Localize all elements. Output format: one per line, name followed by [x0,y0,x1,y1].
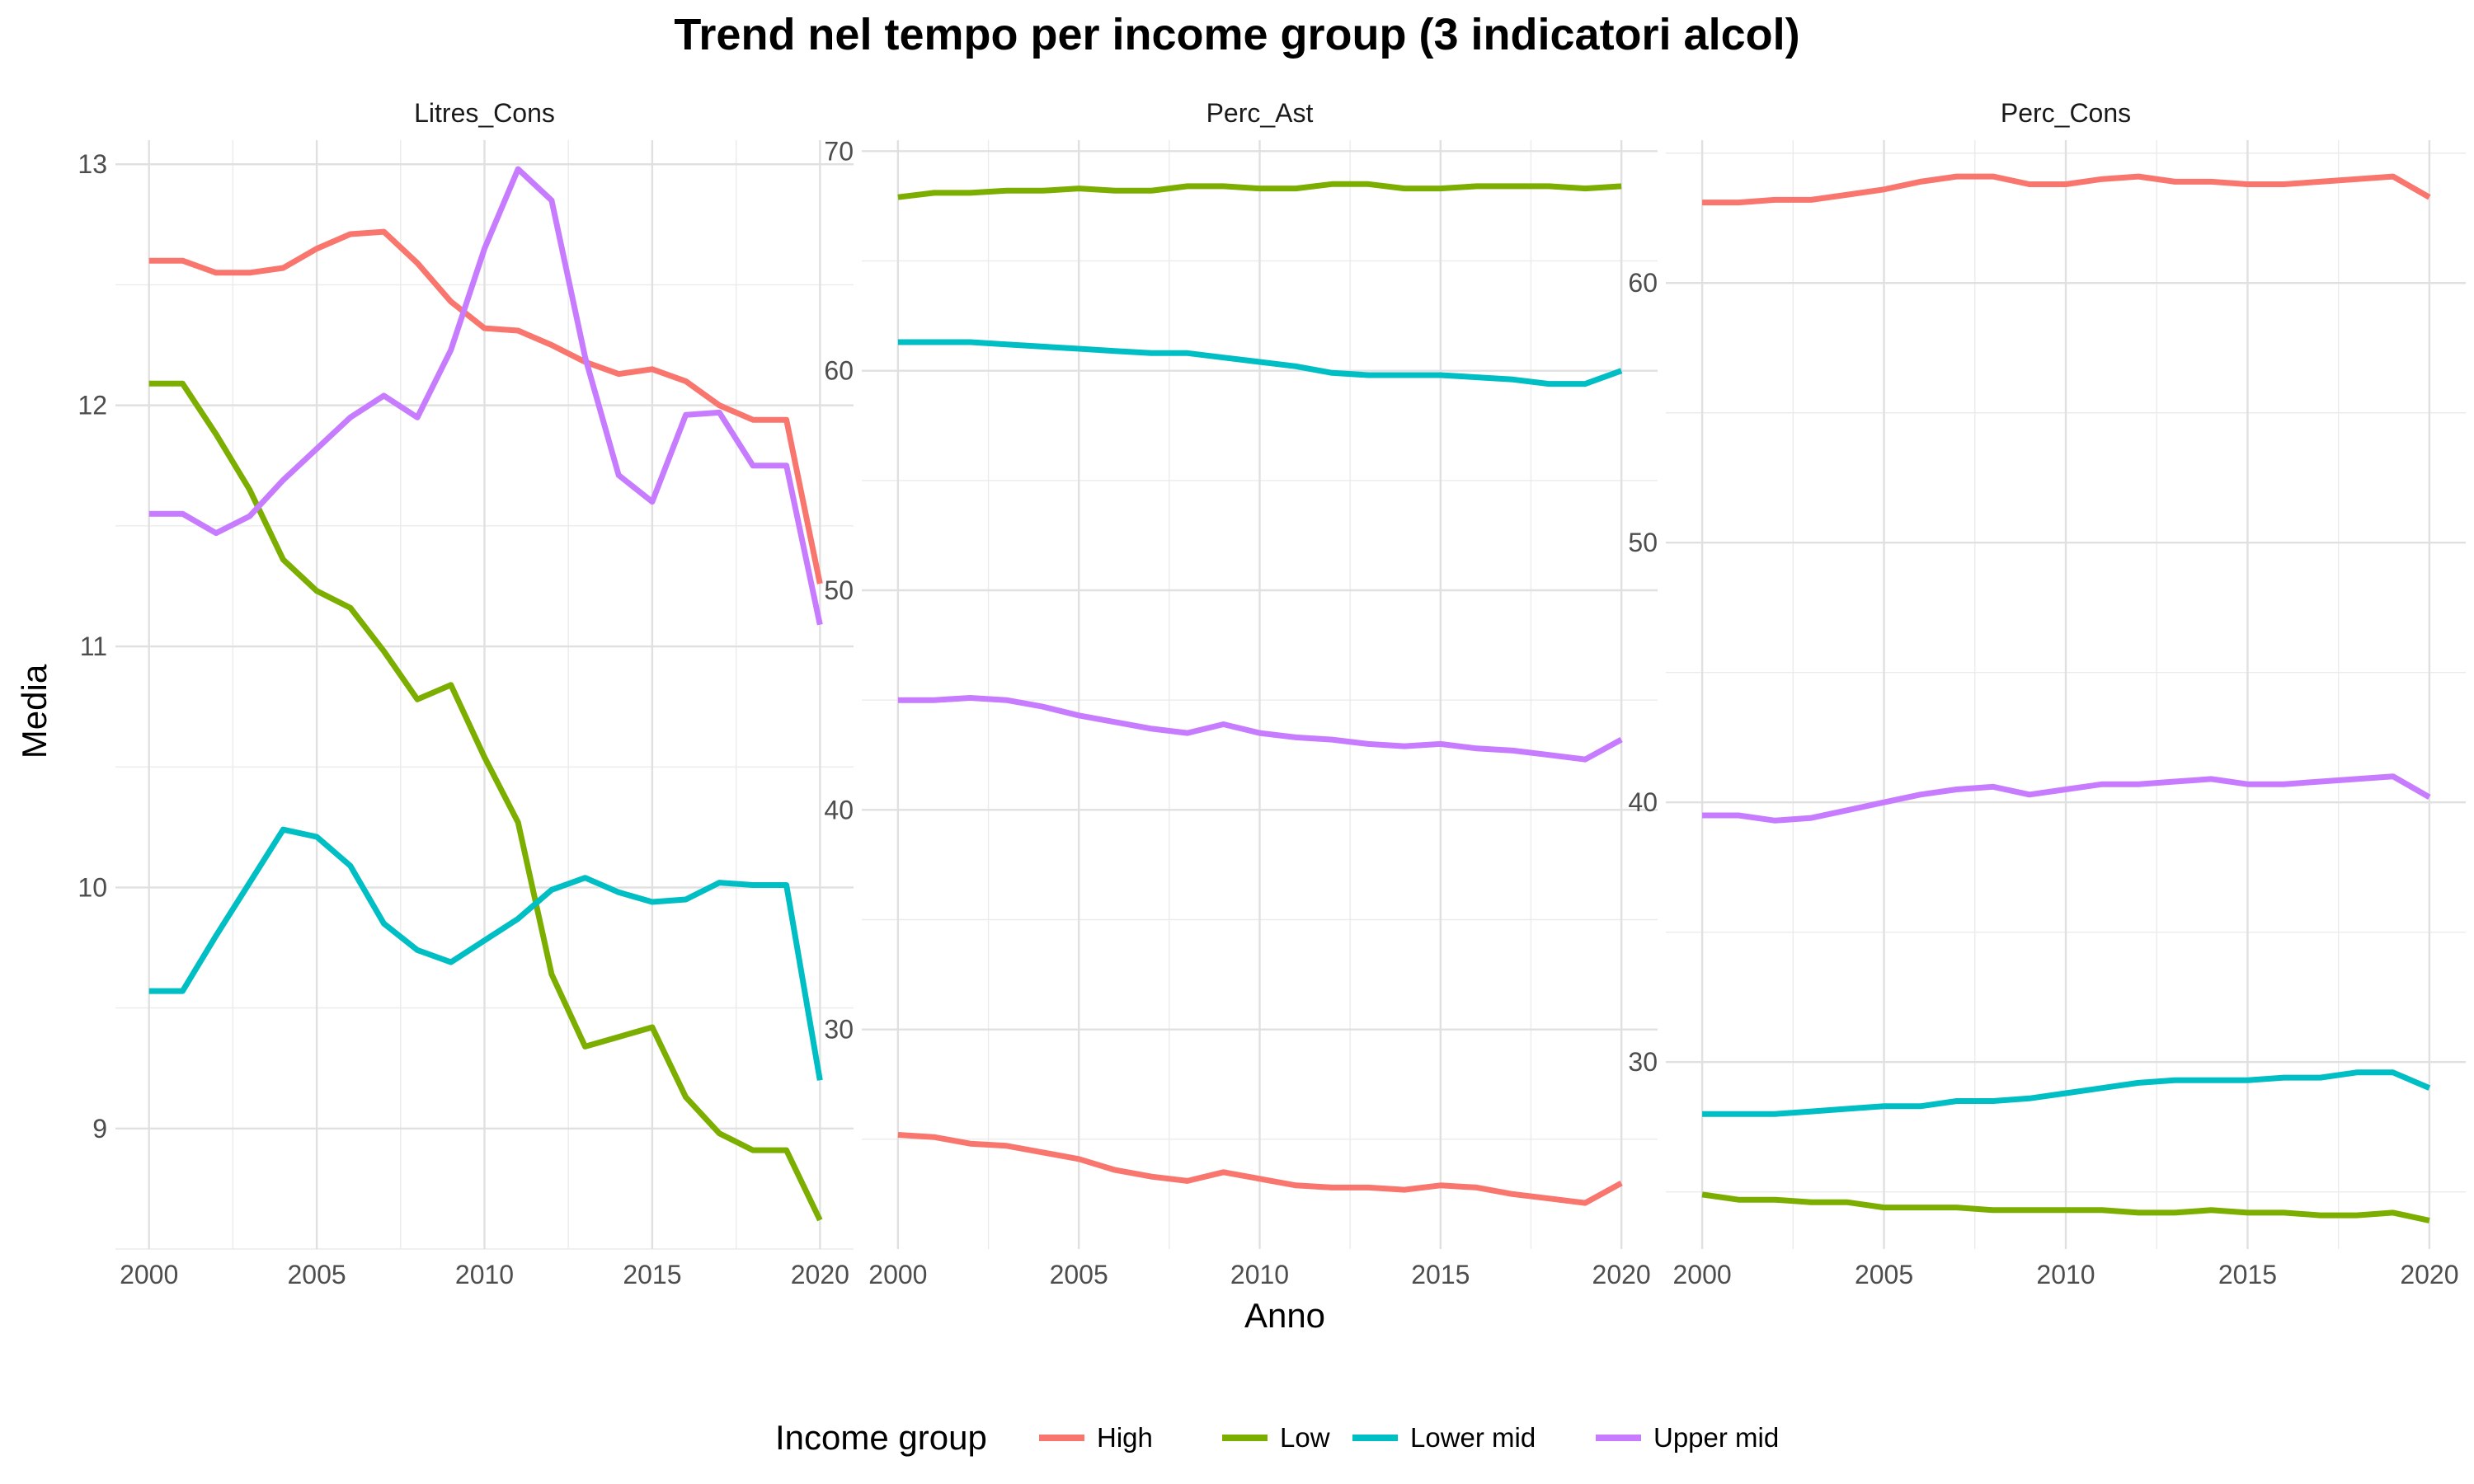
facet-panel-perc-ast: Perc_Ast 2000 2005 2010 2015 2020 30 40 50 60 70 [824,98,1658,1289]
legend-title: Income group [775,1418,987,1457]
x-tick-label: 2000 [1672,1260,1731,1289]
legend-item-low: Low [1222,1422,1330,1453]
x-axis-title: Anno [1244,1296,1325,1335]
series-line-upper-mid [897,695,1623,763]
y-tick-label: 50 [1628,528,1658,557]
series-line-lower-mid [897,339,1623,387]
y-tick-label: 40 [824,795,854,824]
series-line-lower-mid [1702,1069,2431,1117]
x-tick-label: 2010 [2036,1260,2095,1289]
y-tick-label: 30 [1628,1047,1658,1077]
x-tick-label: 2005 [287,1260,346,1289]
x-tick-label: 2020 [791,1260,849,1289]
legend: Income group High Low Lower mid Upper mid [775,1418,1779,1457]
legend-label: Low [1280,1422,1330,1453]
x-tick-label: 2020 [2400,1260,2458,1289]
legend-item-upper-mid: Upper mid [1596,1422,1779,1453]
series-line-low [897,181,1622,200]
y-tick-label: 60 [1628,268,1658,298]
x-tick-label: 2015 [2218,1260,2277,1289]
facet-panel-perc-cons: Perc_Cons 2000 2005 2010 2015 2020 30 40 50 60 [1628,98,2466,1289]
y-tick-label: 60 [824,356,854,386]
y-axis-title: Media [15,664,54,758]
series-line-low [1701,1191,2430,1223]
y-tick-label: 30 [824,1015,854,1045]
y-tick-label: 50 [824,575,854,605]
x-tick-label: 2000 [868,1260,927,1289]
legend-label: Upper mid [1653,1422,1779,1453]
y-tick-label: 13 [78,149,107,179]
chart-title: Trend nel tempo per income group (3 indi… [674,10,1799,59]
series-line-lower-mid [148,826,823,1081]
x-tick-label: 2010 [455,1260,514,1289]
series-line-upper-mid [1702,773,2431,824]
facet-panels: Litres_Cons 2000 2005 2010 2015 2020 9 10 11 12 13… [78,98,2466,1289]
legend-label: High [1097,1422,1153,1453]
facet-strip-label: Perc_Cons [2001,98,2131,128]
facet-strip-label: Perc_Ast [1206,98,1314,128]
x-tick-label: 2010 [1230,1260,1289,1289]
legend-item-high: High [1039,1422,1153,1453]
x-tick-label: 2005 [1050,1260,1108,1289]
x-tick-label: 2020 [1592,1260,1651,1289]
x-tick-label: 2015 [1411,1260,1470,1289]
series-line-high [148,228,823,585]
series-line-upper-mid [148,166,823,626]
facet-strip-label: Litres_Cons [414,98,555,128]
series-line-low [148,380,823,1222]
y-tick-label: 12 [78,391,107,420]
x-tick-label: 2005 [1855,1260,1913,1289]
y-tick-label: 40 [1628,787,1658,817]
legend-label: Lower mid [1410,1422,1536,1453]
y-tick-label: 11 [80,632,107,661]
series-line-high [1702,173,2431,206]
y-tick-label: 70 [824,136,854,166]
facet-panel-litres-cons: Litres_Cons 2000 2005 2010 2015 2020 9 10 11 12 13 [78,98,854,1289]
series-line-high [897,1132,1623,1206]
y-tick-label: 9 [92,1114,107,1144]
x-tick-label: 2000 [120,1260,178,1289]
y-tick-label: 10 [78,872,107,902]
legend-item-lower-mid: Lower mid [1352,1422,1536,1453]
x-tick-label: 2015 [623,1260,681,1289]
